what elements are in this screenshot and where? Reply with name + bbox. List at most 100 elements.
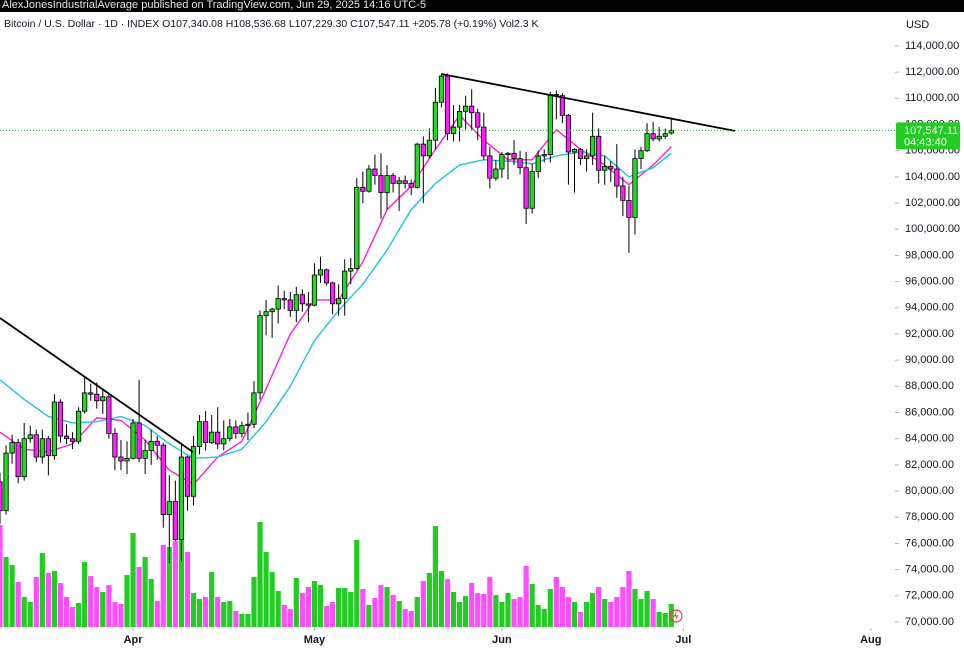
volume-bar — [317, 585, 324, 627]
currency-label: USD — [906, 19, 929, 31]
candle-body — [76, 410, 82, 442]
candle-body — [608, 165, 614, 170]
y-tick-label: 72,000.00 — [905, 590, 954, 602]
candle-body — [88, 392, 94, 395]
volume-bar — [577, 612, 584, 627]
candle-body — [432, 101, 439, 141]
volume-bar — [106, 585, 112, 627]
candle-body — [511, 152, 517, 159]
candle-body — [499, 154, 505, 170]
trend-line — [441, 73, 735, 132]
candle-body — [69, 438, 76, 442]
candle-body — [63, 435, 70, 440]
volume-bar — [39, 553, 45, 627]
volume-bar — [124, 575, 130, 627]
volume-bar — [323, 606, 330, 627]
volume-bar — [15, 582, 21, 627]
candle-body — [323, 269, 330, 284]
volume-bar — [281, 605, 287, 627]
volume-bar — [559, 587, 565, 627]
y-tick-label: 70,000.00 — [905, 616, 954, 628]
candle-body — [287, 299, 293, 311]
candle-body — [245, 423, 251, 427]
candle-body — [656, 135, 662, 140]
candle-body — [662, 133, 668, 137]
candle-body — [293, 294, 299, 311]
y-tick-label: 84,000.00 — [905, 433, 954, 445]
candle-body — [3, 452, 9, 512]
volume-bar — [293, 578, 299, 627]
volume-bar — [481, 594, 487, 627]
candle-body — [348, 268, 354, 272]
volume-bar — [348, 592, 354, 627]
volume-bar — [100, 592, 106, 627]
axes: 70,000.00 72,000.00 74,000.00 76,000.00 78,0… — [124, 40, 960, 646]
candle-body — [626, 200, 632, 218]
volume-bar — [27, 602, 33, 627]
y-tick-label: 82,000.00 — [905, 459, 954, 471]
volume-bar — [184, 552, 191, 627]
volume-bar — [499, 602, 505, 627]
candle-body — [396, 180, 402, 184]
volume-bar — [517, 597, 523, 627]
volume-bar — [0, 525, 3, 627]
candle-body — [366, 168, 372, 192]
candle-body — [614, 168, 620, 187]
volume-bar — [342, 588, 348, 627]
volume-bar — [148, 579, 154, 627]
volume-bar — [463, 596, 469, 627]
volume-bar — [215, 597, 221, 627]
volume-bar — [614, 597, 620, 627]
candle-body — [221, 438, 227, 445]
candle-body — [475, 112, 481, 128]
volume-bar — [444, 579, 451, 627]
candle-body — [390, 175, 396, 184]
volume-bar — [69, 607, 76, 627]
volume-bar — [209, 572, 215, 627]
candle-body — [505, 152, 511, 156]
volume-bar — [511, 599, 517, 627]
candle-body — [469, 105, 475, 114]
candle-body — [571, 148, 578, 153]
candle-body — [402, 180, 408, 184]
volume-bar — [190, 593, 197, 627]
candle-body — [106, 396, 112, 434]
volume-bar — [257, 522, 263, 627]
candle-body — [565, 114, 572, 153]
volume-bar — [432, 526, 439, 627]
candle-body — [596, 135, 602, 171]
candle-body — [317, 269, 324, 276]
volume-bar — [9, 565, 15, 627]
legend: Bitcoin / U.S. Dollar · 1D · INDEX O107,… — [4, 18, 539, 30]
y-tick-label: 76,000.00 — [905, 537, 954, 549]
volume-bar — [565, 597, 572, 627]
candle-body — [209, 431, 215, 444]
y-tick-label: 92,000.00 — [905, 328, 954, 340]
candle-body — [414, 143, 420, 188]
volume-bar — [505, 593, 511, 627]
candle-body — [644, 133, 650, 152]
candle-body — [384, 175, 390, 193]
volume-bar — [547, 589, 553, 627]
volume-bar — [571, 602, 578, 627]
volume-bar — [172, 541, 178, 627]
candle-body — [51, 401, 58, 457]
volume-bar — [644, 591, 650, 627]
y-tick-label: 98,000.00 — [905, 249, 954, 261]
candle-body — [360, 186, 366, 192]
volume-bar — [112, 602, 118, 627]
candle-body — [251, 392, 257, 425]
volume-bar — [390, 595, 396, 627]
candle-body — [118, 456, 124, 462]
candle-body — [130, 422, 136, 459]
volume-bar — [136, 567, 142, 627]
candle-body — [493, 168, 499, 179]
y-tick-label: 96,000.00 — [905, 276, 954, 288]
volume-bar — [523, 566, 529, 627]
volume-bar — [590, 593, 596, 627]
volume-bar — [166, 547, 172, 627]
candle-body — [0, 481, 3, 512]
candle-body — [517, 158, 523, 169]
